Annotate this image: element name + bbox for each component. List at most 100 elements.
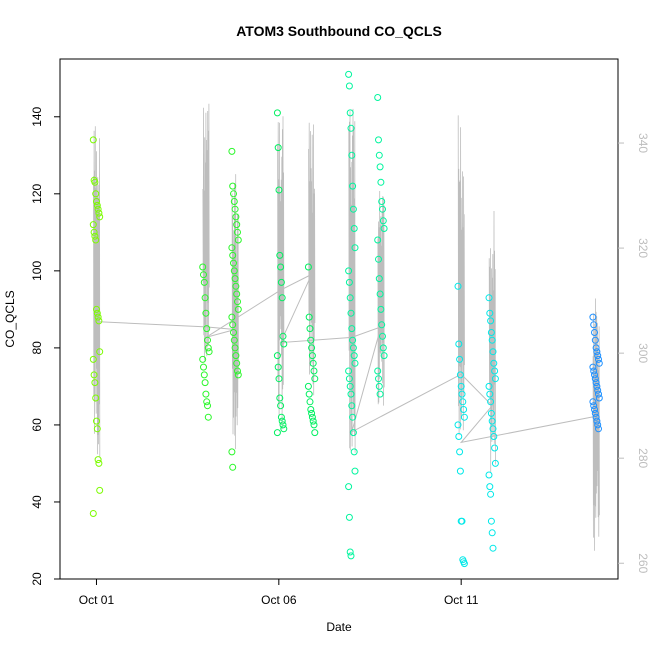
altitude-trace-layer bbox=[93, 103, 600, 551]
data-point bbox=[228, 147, 236, 155]
data-point bbox=[375, 382, 383, 390]
data-point bbox=[378, 198, 386, 205]
altitude-spike-4 bbox=[308, 122, 316, 396]
data-point bbox=[486, 309, 494, 317]
data-point bbox=[595, 355, 602, 363]
data-point bbox=[345, 513, 353, 521]
altitude-spike-3 bbox=[277, 116, 285, 430]
data-point bbox=[490, 433, 498, 440]
data-point bbox=[96, 213, 104, 221]
data-point bbox=[228, 448, 236, 456]
y-tick-label: 80 bbox=[30, 341, 44, 355]
data-point bbox=[200, 363, 207, 371]
data-point bbox=[305, 390, 313, 398]
data-point bbox=[487, 317, 495, 325]
data-point bbox=[457, 382, 465, 390]
data-point bbox=[90, 371, 98, 379]
data-point bbox=[488, 529, 496, 537]
data-point bbox=[306, 398, 314, 406]
data-point bbox=[591, 371, 598, 379]
data-point bbox=[375, 151, 383, 159]
data-point bbox=[349, 336, 357, 344]
data-point bbox=[273, 352, 281, 360]
data-point bbox=[204, 413, 212, 421]
data-point bbox=[92, 236, 100, 244]
data-point bbox=[346, 109, 354, 117]
data-point bbox=[460, 406, 468, 413]
data-point bbox=[231, 205, 239, 213]
data-point bbox=[94, 313, 102, 321]
data-point bbox=[307, 336, 315, 344]
data-point bbox=[92, 190, 100, 198]
data-point bbox=[308, 352, 316, 360]
data-point bbox=[458, 517, 466, 525]
data-point bbox=[487, 409, 495, 417]
data-point bbox=[379, 217, 387, 225]
data-point bbox=[93, 425, 101, 433]
data-point bbox=[279, 332, 287, 340]
data-point bbox=[591, 329, 598, 336]
data-point bbox=[345, 375, 353, 383]
x-tick-label: Oct 11 bbox=[444, 593, 479, 607]
data-point bbox=[455, 340, 463, 348]
data-point bbox=[311, 429, 319, 437]
data-point bbox=[589, 363, 597, 371]
data-point bbox=[592, 379, 600, 387]
data-point bbox=[376, 290, 384, 298]
data-point bbox=[94, 456, 102, 464]
altitude-spike-1 bbox=[202, 103, 210, 361]
data-point bbox=[200, 371, 208, 379]
y-tick-label: 120 bbox=[30, 183, 44, 203]
y-axis-label: CO_QCLS bbox=[3, 290, 17, 347]
data-point bbox=[346, 382, 354, 390]
data-point bbox=[375, 375, 382, 383]
data-point bbox=[592, 413, 600, 421]
data-point bbox=[349, 429, 357, 437]
data-point bbox=[203, 325, 211, 333]
data-point bbox=[491, 444, 499, 452]
data-point bbox=[379, 205, 386, 213]
data-point bbox=[346, 548, 354, 556]
data-point bbox=[230, 267, 238, 275]
data-point bbox=[304, 382, 312, 390]
data-point bbox=[277, 413, 285, 421]
altitude-connector-line bbox=[96, 273, 597, 444]
data-point bbox=[377, 178, 385, 186]
data-point bbox=[230, 336, 238, 344]
data-point bbox=[95, 317, 103, 325]
data-point bbox=[310, 367, 318, 375]
data-point bbox=[280, 425, 288, 433]
data-point bbox=[589, 313, 597, 321]
data-point bbox=[485, 471, 493, 479]
data-point bbox=[351, 467, 359, 475]
data-point bbox=[380, 352, 388, 360]
data-point bbox=[350, 225, 358, 232]
data-point bbox=[309, 417, 317, 425]
data-point bbox=[93, 198, 100, 205]
data-point bbox=[95, 459, 103, 467]
data-point bbox=[594, 386, 602, 394]
data-point bbox=[201, 379, 209, 387]
data-point bbox=[96, 348, 104, 356]
data-point bbox=[591, 409, 599, 417]
data-point bbox=[351, 244, 359, 252]
chart-title: ATOM3 Southbound CO_QCLS bbox=[236, 23, 442, 39]
data-point bbox=[200, 271, 207, 279]
data-point bbox=[591, 406, 598, 413]
data-point bbox=[205, 348, 213, 356]
y2-tick-label: 300 bbox=[636, 343, 650, 363]
data-point bbox=[234, 298, 241, 306]
data-point bbox=[311, 375, 319, 383]
plot-frame bbox=[59, 58, 619, 580]
data-point bbox=[96, 486, 104, 494]
data-point bbox=[345, 82, 353, 90]
data-point bbox=[376, 163, 384, 171]
data-point bbox=[306, 325, 314, 333]
data-point bbox=[489, 425, 497, 433]
data-point bbox=[91, 178, 99, 186]
data-point bbox=[278, 417, 286, 425]
data-point bbox=[454, 421, 462, 429]
data-point bbox=[200, 278, 208, 286]
data-point bbox=[277, 278, 285, 286]
